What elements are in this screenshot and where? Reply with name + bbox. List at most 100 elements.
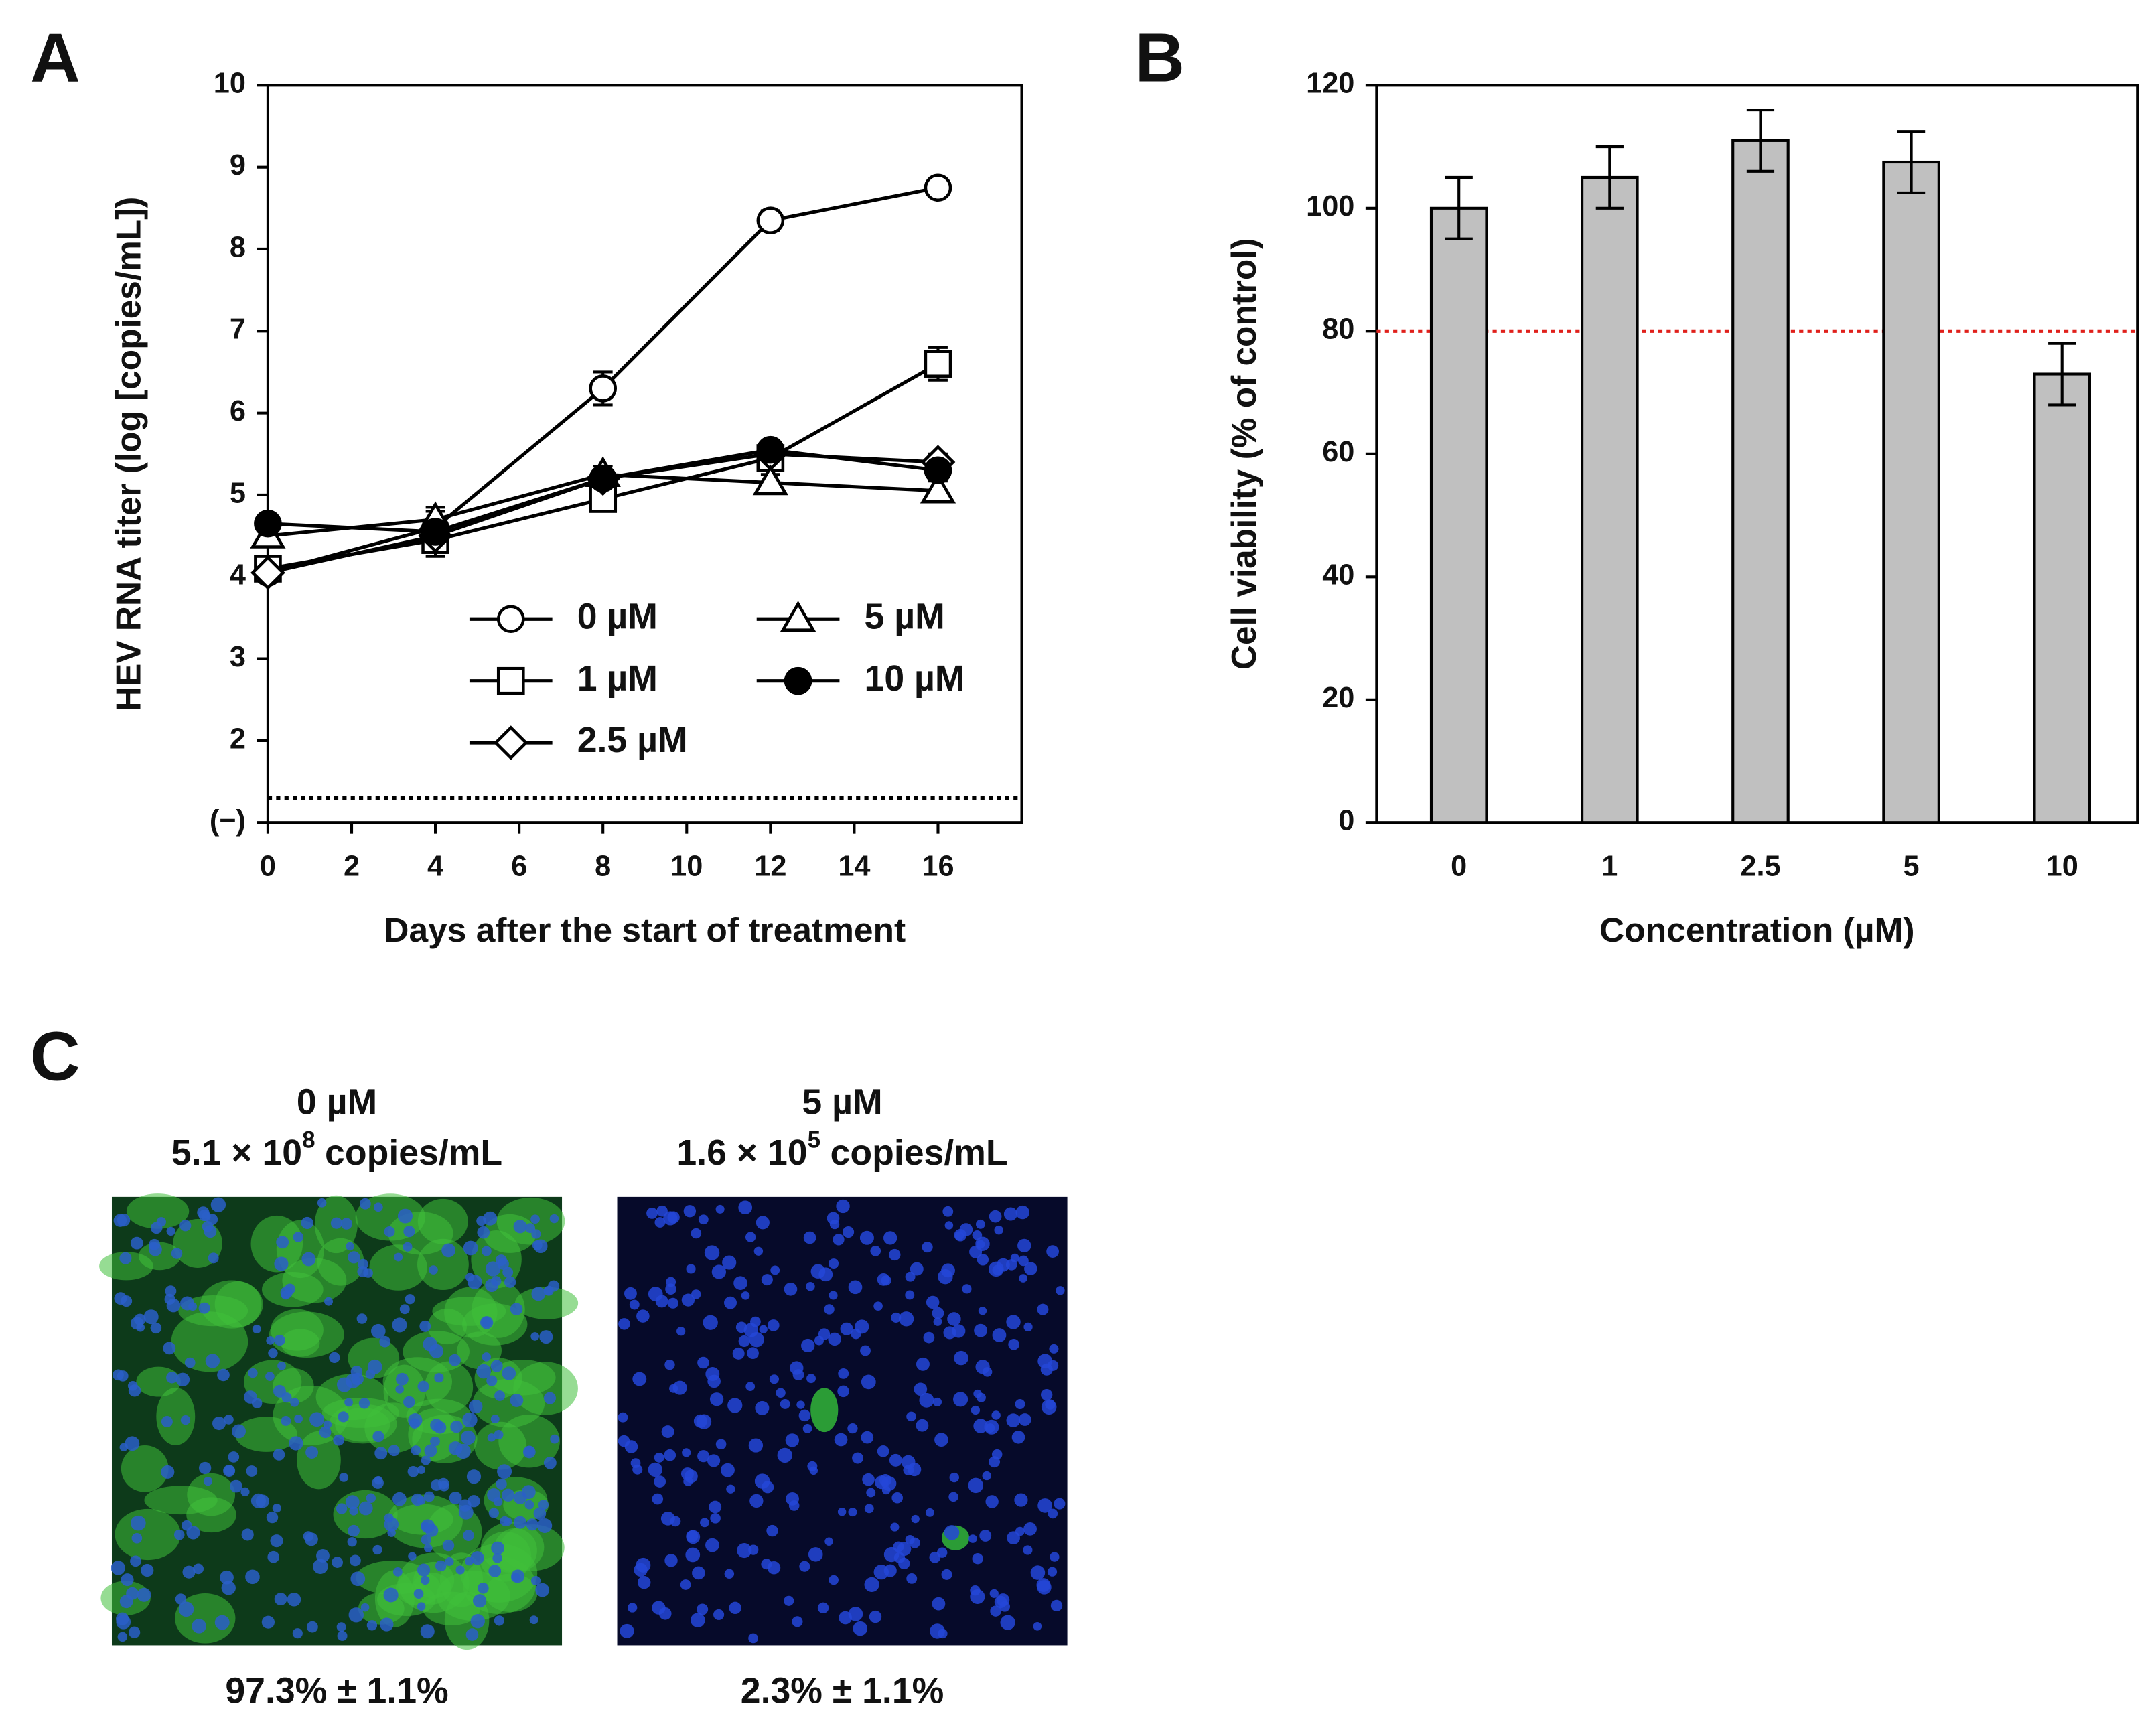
marker (254, 510, 282, 538)
nucleus (488, 1508, 499, 1518)
nucleus (319, 1426, 332, 1439)
nucleus (411, 1493, 424, 1506)
nucleus (533, 1239, 548, 1254)
nucleus (181, 1520, 192, 1531)
cell-stain (297, 1431, 341, 1490)
nucleus (182, 1565, 196, 1579)
nucleus (408, 1552, 417, 1561)
nucleus (150, 1322, 162, 1334)
nucleus (1015, 1205, 1030, 1220)
bar (1731, 139, 1790, 824)
nucleus (492, 1553, 502, 1563)
nucleus (202, 1221, 214, 1232)
nucleus (350, 1571, 366, 1587)
nucleus (954, 1231, 964, 1240)
nucleus (883, 1546, 900, 1563)
nucleus (840, 1322, 853, 1335)
error-bar (1445, 175, 1473, 240)
nucleus (1017, 1238, 1031, 1253)
nucleus (877, 1445, 889, 1457)
nucleus (388, 1445, 400, 1457)
nucleus (976, 1240, 985, 1249)
marker (589, 464, 618, 493)
y-tick-label: 80 (1322, 313, 1354, 346)
marker (589, 374, 618, 403)
nucleus (502, 1366, 516, 1380)
y-tick-label: 0 (1338, 805, 1354, 837)
y-tick-label: (−) (210, 805, 246, 837)
nucleus (455, 1565, 465, 1575)
nucleus (403, 1242, 413, 1252)
nucleus (729, 1601, 741, 1615)
nucleus (994, 1225, 1003, 1235)
x-tick-label: 10 (2046, 850, 2078, 882)
nucleus (636, 1309, 650, 1323)
y-axis-title: Cell viability (% of control) (1224, 238, 1263, 670)
nucleus (1018, 1413, 1031, 1426)
nucleus (806, 1282, 815, 1291)
nucleus (933, 1317, 942, 1326)
nucleus (922, 1242, 933, 1253)
nucleus (721, 1463, 735, 1477)
nucleus (741, 1291, 750, 1300)
nucleus (982, 1471, 991, 1481)
nucleus (864, 1577, 879, 1592)
nucleus (796, 1400, 805, 1409)
nucleus (384, 1513, 394, 1523)
nucleus (937, 1547, 948, 1558)
nucleus (248, 1368, 258, 1378)
nucleus (761, 1481, 774, 1494)
nucleus (246, 1465, 258, 1477)
nucleus (358, 1501, 373, 1516)
nucleus (349, 1554, 361, 1567)
nucleus (156, 1217, 166, 1227)
nucleus (715, 1439, 727, 1450)
nucleus (329, 1352, 340, 1364)
nucleus (861, 1431, 874, 1444)
nucleus (421, 1575, 430, 1585)
nucleus (470, 1551, 484, 1565)
nucleus (909, 1537, 920, 1548)
nucleus (766, 1524, 778, 1537)
nucleus (543, 1456, 557, 1469)
marker (589, 485, 618, 513)
nucleus (392, 1567, 403, 1577)
nucleus (709, 1500, 722, 1514)
nucleus (970, 1585, 981, 1596)
nucleus (908, 1463, 922, 1477)
nucleus (203, 1476, 213, 1486)
nucleus (487, 1488, 501, 1502)
nucleus (417, 1465, 426, 1474)
cell-stain (369, 1244, 427, 1291)
nucleus (747, 1347, 759, 1360)
nucleus (1056, 1286, 1065, 1295)
x-tick-label: 12 (754, 850, 786, 882)
nucleus (973, 1389, 982, 1398)
nucleus (524, 1500, 534, 1510)
image-title: 0 µM (297, 1082, 377, 1122)
nucleus (767, 1319, 780, 1331)
image-titer: 1.6 × 105 copies/mL (676, 1127, 1007, 1173)
nucleus (348, 1524, 360, 1537)
cell-stain (187, 1473, 236, 1516)
nucleus (465, 1628, 479, 1641)
nucleus (533, 1507, 547, 1520)
nucleus (274, 1334, 285, 1346)
nucleus (175, 1372, 190, 1387)
nucleus (301, 1216, 313, 1230)
nucleus (250, 1493, 266, 1508)
nucleus (691, 1228, 702, 1239)
nucleus (735, 1321, 747, 1333)
nucleus (268, 1348, 278, 1358)
marker (250, 555, 285, 590)
y-tick-label: 4 (230, 559, 246, 591)
nucleus (707, 1454, 721, 1467)
nucleus (137, 1587, 151, 1602)
nucleus (284, 1283, 295, 1295)
nucleus (449, 1492, 462, 1504)
nucleus (270, 1534, 283, 1548)
nucleus (656, 1205, 668, 1217)
nucleus (313, 1559, 328, 1574)
nucleus (738, 1200, 753, 1215)
nucleus (217, 1368, 230, 1382)
